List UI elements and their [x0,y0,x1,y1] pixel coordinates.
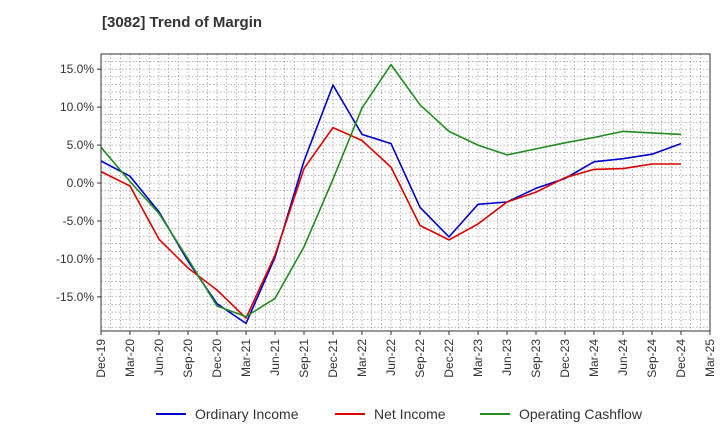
y-tick-label: -5.0% [63,214,95,228]
x-tick-label: Sep-22 [413,339,427,378]
x-tick-label: Mar-25 [703,339,717,377]
legend: Ordinary Income Net Income Operating Cashf… [156,406,643,422]
plot-frame [100,53,711,332]
legend-item-net-income: Net Income [335,406,446,422]
x-tick-label: Mar-21 [239,339,253,377]
series-line-operating-cashflow [100,63,682,318]
legend-item-operating-cashflow: Operating Cashflow [480,406,643,422]
x-tick-label: Sep-20 [181,339,195,378]
x-tick-label: Sep-24 [645,339,659,378]
x-axis-ticks: Dec-19 Mar-20 Jun-20 Sep-20 Dec-20 Mar-21 Jun-… [94,331,717,378]
x-tick-label: Jun-21 [268,339,282,376]
x-tick-label: Mar-24 [587,339,601,377]
chart-title: [3082] Trend of Margin [102,14,263,31]
x-tick-label: Sep-21 [297,339,311,378]
x-tick-label: Sep-23 [529,339,543,378]
y-tick-label: -15.0% [56,290,94,304]
x-tick-label: Jun-24 [616,339,630,376]
x-tick-label: Dec-21 [326,339,340,378]
legend-label: Ordinary Income [195,406,299,422]
y-tick-label: 10.0% [60,100,94,114]
x-tick-label: Jun-22 [384,339,398,376]
x-tick-label: Jun-20 [152,339,166,376]
y-tick-label: -10.0% [56,252,94,266]
y-tick-label: 0.0% [67,176,95,190]
x-tick-label: Dec-23 [558,339,572,378]
legend-label: Operating Cashflow [519,406,643,422]
legend-item-ordinary-income: Ordinary Income [156,406,299,422]
x-tick-label: Dec-20 [210,339,224,378]
x-tick-label: Mar-23 [471,339,485,377]
x-tick-label: Mar-22 [355,339,369,377]
x-tick-label: Jun-23 [500,339,514,376]
grid-layer [100,53,710,331]
x-tick-label: Dec-22 [442,339,456,378]
y-tick-label: 15.0% [60,62,94,76]
x-tick-label: Dec-24 [674,339,688,378]
y-axis-ticks: 15.0% 10.0% 5.0% 0.0% -5.0% -10.0% -15.0% [56,62,101,304]
legend-label: Net Income [374,406,446,422]
y-tick-label: 5.0% [67,138,95,152]
series-layer [100,63,682,325]
x-tick-label: Dec-19 [94,339,108,378]
x-tick-label: Mar-20 [123,339,137,377]
